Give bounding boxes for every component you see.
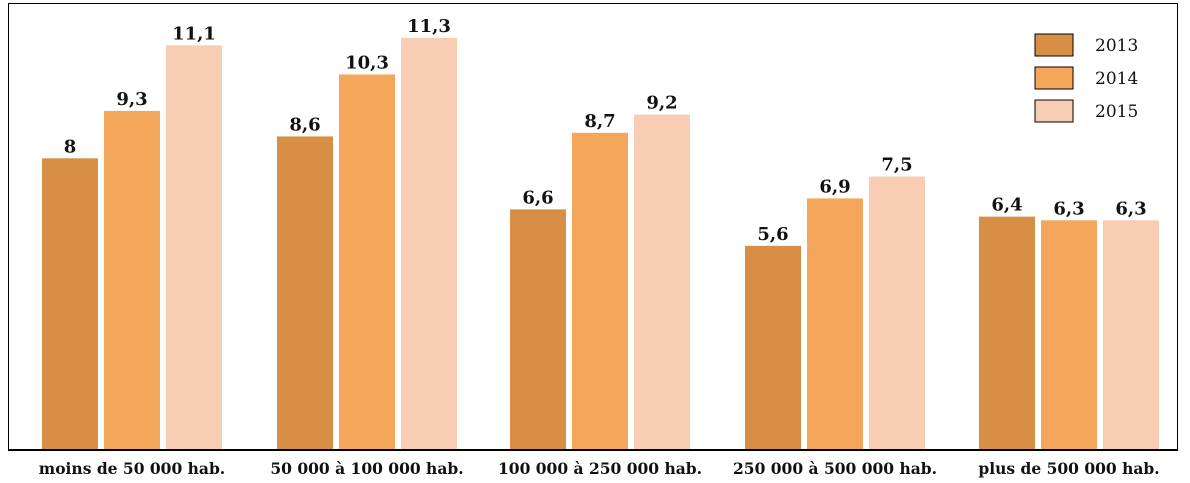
bars-layer [42,38,1159,451]
data-label-2013-1: 8 [64,136,77,157]
bar-2015-1 [166,45,222,451]
data-label-2014-4: 6,9 [819,176,850,197]
bar-2013-4 [745,245,801,450]
bar-2013-5 [979,216,1035,450]
bar-2014-2 [339,74,395,450]
legend-label-2014: 2014 [1095,69,1138,89]
data-label-2015-4: 7,5 [881,155,912,176]
data-labels-layer: 8 9,3 11,1 8,6 10,3 11,3 6,6 8,7 9,2 5,6 6,9 7,5 6,4… [64,16,1147,245]
legend-label-2015: 2015 [1095,102,1138,122]
category-label-4: 250 000 à 500 000 hab. [733,459,937,478]
data-label-2014-5: 6,3 [1053,198,1084,219]
data-label-2013-5: 6,4 [991,195,1022,216]
data-label-2015-1: 11,1 [172,23,216,44]
bar-2013-3 [510,209,566,450]
data-label-2015-3: 9,2 [646,93,677,114]
data-label-2013-3: 6,6 [522,187,553,208]
bar-2015-2 [401,38,457,450]
data-label-2013-2: 8,6 [289,114,320,135]
category-label-1: moins de 50 000 hab. [39,459,225,478]
data-label-2015-2: 11,3 [407,16,451,37]
legend-swatch-2014 [1034,66,1074,90]
bar-2013-2 [277,136,333,450]
legend: 2013 2014 2015 [1034,33,1138,123]
data-label-2015-5: 6,3 [1115,198,1146,219]
chart-frame [8,3,1178,450]
category-label-5: plus de 500 000 hab. [978,459,1159,478]
bar-2013-1 [42,158,98,450]
data-label-2014-3: 8,7 [584,111,615,132]
legend-swatch-2013 [1034,33,1074,57]
bar-2014-3 [572,132,628,451]
bar-2015-3 [634,114,690,450]
category-label-2: 50 000 à 100 000 hab. [270,459,463,478]
bar-2014-4 [807,198,863,450]
category-label-3: 100 000 à 250 000 hab. [498,459,702,478]
legend-label-2013: 2013 [1095,36,1138,56]
bar-2014-1 [104,110,160,451]
data-label-2013-4: 5,6 [757,224,788,245]
data-label-2014-2: 10,3 [345,52,389,73]
legend-swatch-2015 [1034,99,1074,123]
bar-2014-5 [1041,220,1097,450]
bar-2015-4 [869,176,925,450]
data-label-2014-1: 9,3 [116,89,147,110]
category-labels-layer: moins de 50 000 hab. 50 000 à 100 000 hab… [39,459,1160,478]
bar-2015-5 [1103,220,1159,450]
